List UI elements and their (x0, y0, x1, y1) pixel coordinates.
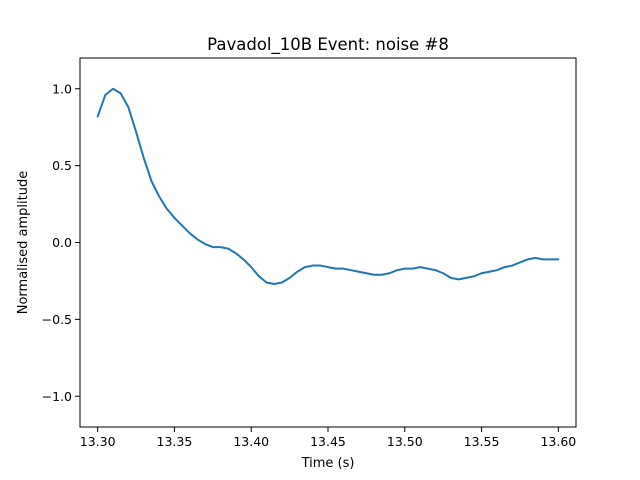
x-tick-label: 13.45 (310, 434, 346, 449)
x-axis-label: Time (s) (301, 456, 355, 471)
y-tick-label: 0.5 (52, 158, 72, 173)
x-tick-label: 13.60 (540, 434, 576, 449)
x-tick-label: 13.30 (80, 434, 116, 449)
y-tick-label: 1.0 (52, 81, 72, 96)
plot-frame (79, 57, 577, 428)
x-tick-label: 13.40 (233, 434, 269, 449)
x-tick-label: 13.55 (464, 434, 500, 449)
series-line (96, 87, 560, 286)
plot-area (79, 57, 577, 428)
chart-title: Pavadol_10B Event: noise #8 (207, 35, 449, 55)
x-axis: 13.30 13.35 13.40 13.45 13.50 13.55 13.60 (80, 427, 576, 449)
y-tick-label: −0.5 (42, 312, 72, 327)
y-axis: −1.0 −0.5 0.0 0.5 1.0 (42, 81, 80, 404)
y-tick-label: 0.0 (52, 235, 72, 250)
x-tick-label: 13.35 (157, 434, 193, 449)
y-axis-label: Normalised amplitude (16, 171, 31, 315)
x-tick-label: 13.50 (387, 434, 423, 449)
y-tick-label: −1.0 (42, 389, 72, 404)
